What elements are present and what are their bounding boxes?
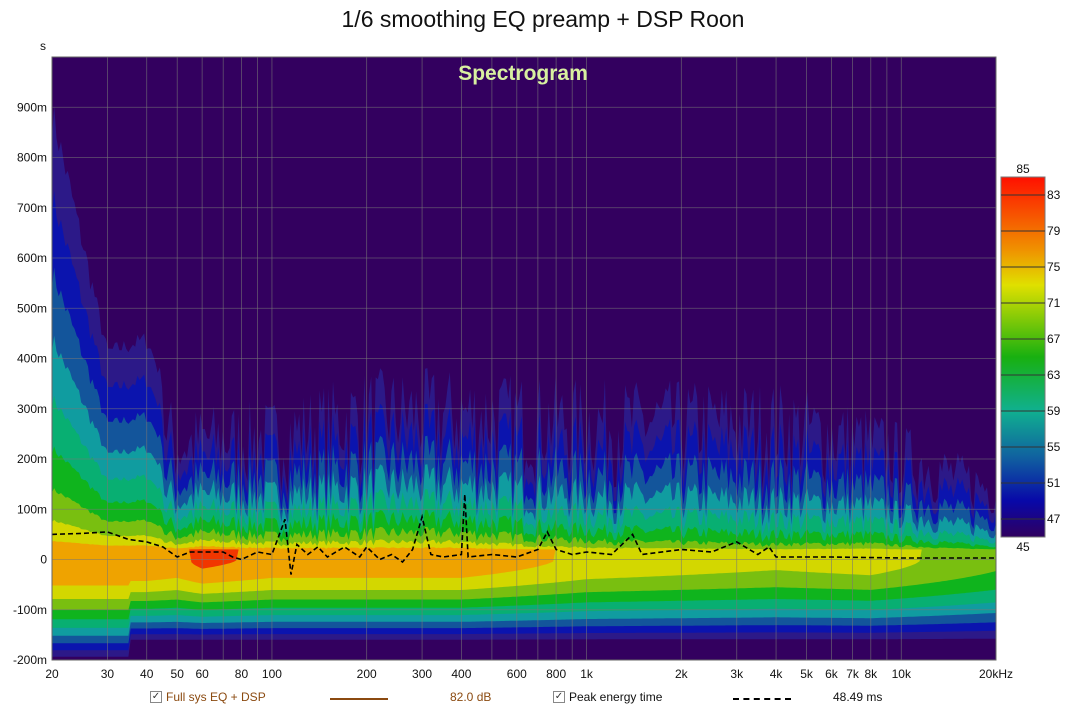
x-tick-label: 80 [235,667,249,681]
colorbar-tick-label: 71 [1047,296,1061,310]
x-tick-label: 5k [800,667,814,681]
chart-title: 1/6 smoothing EQ preamp + DSP Roon [341,6,745,32]
x-tick-label: 6k [825,667,839,681]
peak-energy-time-line [51,494,996,575]
plot-border [51,56,997,661]
x-tick-label: 60 [195,667,209,681]
x-tick-label: 4k [770,667,784,681]
x-tick-label: 300 [412,667,432,681]
legend-line-swatch [330,698,388,700]
legend: ✓ Full sys EQ + DSP 82.0 dB ✓ Peak energy … [0,690,1086,710]
x-tick-label: 600 [507,667,527,681]
y-tick-label: 500m [17,301,47,315]
colorbar-tick-label: 83 [1047,188,1061,202]
colorbar-tick-label: 75 [1047,260,1061,274]
legend-item-full-sys[interactable]: ✓ Full sys EQ + DSP [150,690,266,704]
x-tick-label: 800 [546,667,566,681]
colorbar-min-label: 45 [1016,540,1030,554]
checkbox[interactable]: ✓ [150,691,162,703]
y-tick-label: 200m [17,452,47,466]
x-tick-label: 100 [262,667,282,681]
x-tick-label: 3k [730,667,744,681]
y-tick-label: 800m [17,151,47,165]
y-tick-label: 0 [40,553,47,567]
x-tick-label: 7k [846,667,860,681]
y-tick-label: -200m [13,653,47,667]
y-axis-unit: s [40,39,46,53]
x-tick-label: 8k [864,667,878,681]
colorbar [1000,176,1046,538]
y-tick-label: 400m [17,352,47,366]
x-tick-label: 2k [675,667,689,681]
checkbox[interactable]: ✓ [553,691,565,703]
legend-dashed-swatch [733,698,791,700]
legend-item-peak-energy[interactable]: ✓ Peak energy time [553,690,662,704]
x-tick-label: 400 [451,667,471,681]
y-tick-label: 700m [17,201,47,215]
x-tick-label: 20 [45,667,59,681]
colorbar-tick-label: 79 [1047,224,1061,238]
x-tick-label: 50 [171,667,185,681]
y-tick-label: 100m [17,502,47,516]
colorbar-max-label: 85 [1016,162,1030,176]
colorbar-tick-label: 59 [1047,404,1061,418]
y-tick-label: 600m [17,251,47,265]
y-tick-label: -100m [13,603,47,617]
x-tick-label: 30 [101,667,115,681]
colorbar-tick-label: 47 [1047,512,1061,526]
legend-label: Full sys EQ + DSP [166,690,266,704]
y-tick-label: 300m [17,402,47,416]
colorbar-tick-label: 51 [1047,476,1061,490]
y-tick-label: 900m [17,100,47,114]
colorbar-tick-label: 55 [1047,440,1061,454]
x-tick-label: 10k [892,667,912,681]
x-tick-label: 40 [140,667,154,681]
spectrogram-label: Spectrogram [458,62,588,85]
colorbar-tick-label: 67 [1047,332,1061,346]
legend-value: 82.0 dB [450,690,492,704]
colorbar-tick-label: 63 [1047,368,1061,382]
x-tick-label: 1k [580,667,594,681]
x-tick-label: 200 [357,667,377,681]
legend-value: 48.49 ms [833,690,883,704]
legend-label: Peak energy time [569,690,663,704]
x-tick-label: 20kHz [979,667,1013,681]
